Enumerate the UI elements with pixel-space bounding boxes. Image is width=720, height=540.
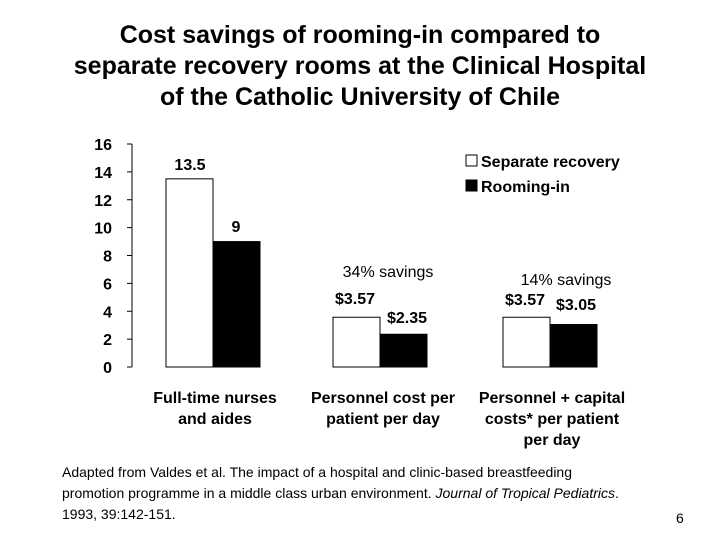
- journal-name: Journal of Tropical Pediatrics: [435, 485, 615, 501]
- x-category-label: costs* per patient: [485, 411, 620, 428]
- bar-rooming-in: [212, 241, 261, 368]
- x-category-label: Personnel + capital: [479, 390, 625, 407]
- title-line-2: separate recovery rooms at the Clinical …: [73, 52, 647, 80]
- y-tick-label: 6: [103, 276, 112, 293]
- page-number: 6: [676, 510, 684, 526]
- citation-line-3: 1993, 39:142-151.: [62, 506, 176, 522]
- y-tick-label: 2: [103, 332, 112, 349]
- bar-value-label: 9: [232, 219, 241, 236]
- bar-value-label: $3.57: [505, 292, 545, 309]
- bar-value-label: $3.57: [335, 291, 375, 308]
- citation-line-2: promotion programme in a middle class ur…: [62, 485, 619, 501]
- citation: Adapted from Valdes et al. The impact of…: [62, 462, 702, 525]
- bar-rooming-in: [379, 333, 428, 368]
- bar-separate-recovery: [332, 316, 381, 368]
- annotation-savings-capital: 14% savings: [521, 272, 612, 289]
- citation-line-1: Adapted from Valdes et al. The impact of…: [62, 464, 573, 480]
- x-category-label: Personnel cost per: [311, 390, 455, 407]
- y-tick-label: 12: [94, 193, 112, 210]
- bar-separate-recovery: [502, 316, 551, 368]
- y-tick-label: 16: [94, 137, 112, 154]
- title-line-3: of the Catholic University of Chile: [159, 83, 561, 111]
- legend-label: Separate recovery: [481, 154, 620, 171]
- legend-label: Rooming-in: [481, 179, 570, 196]
- annotation-savings-personnel: 34% savings: [343, 264, 434, 281]
- y-tick-label: 14: [94, 165, 112, 182]
- legend-swatch-rooming-in: [465, 179, 478, 192]
- y-tick-label: 4: [103, 304, 112, 321]
- bar-value-label: 13.5: [174, 157, 205, 174]
- x-category-label: and aides: [178, 411, 252, 428]
- bar-value-label: $3.05: [556, 297, 596, 314]
- x-category-label: per day: [524, 432, 581, 449]
- x-category-label: Full-time nurses: [153, 390, 277, 407]
- y-tick-label: 0: [103, 360, 112, 377]
- bar-rooming-in: [549, 323, 598, 368]
- legend-swatch-separate-recovery: [465, 154, 478, 167]
- y-tick-label: 10: [94, 221, 112, 238]
- bar-value-label: $2.35: [387, 310, 427, 327]
- y-tick-label: 8: [103, 249, 112, 266]
- title-line-1: Cost savings of rooming-in compared to: [119, 21, 601, 49]
- slide-title: Cost savings of rooming-in compared to s…: [20, 20, 700, 113]
- x-category-label: patient per day: [326, 411, 440, 428]
- bar-separate-recovery: [165, 178, 214, 368]
